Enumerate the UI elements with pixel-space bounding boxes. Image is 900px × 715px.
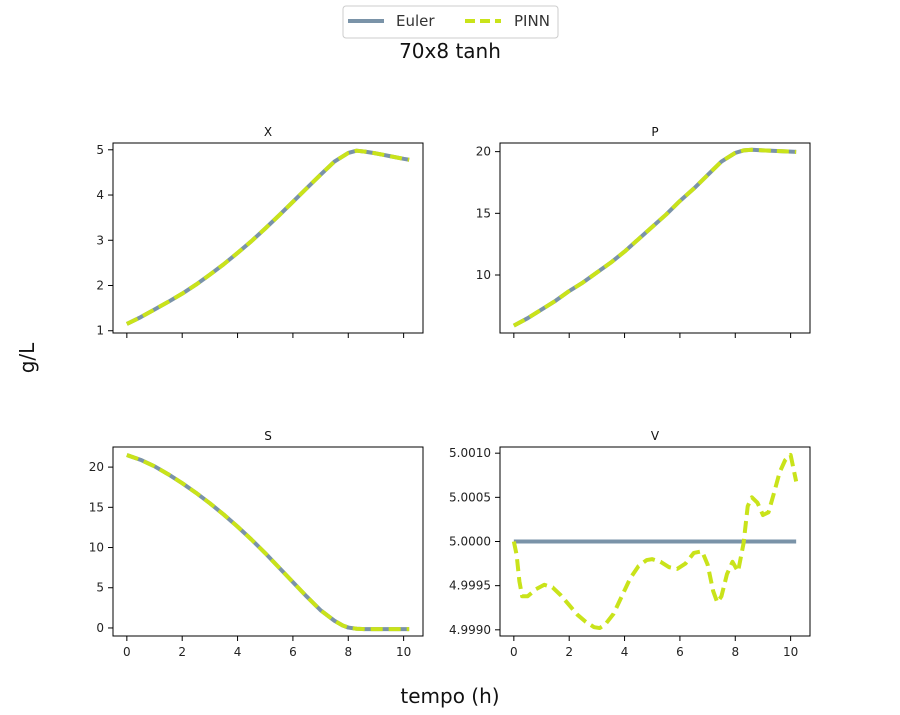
- y-tick-label-v: 5.0000: [449, 535, 491, 549]
- subplots: X 1 2 3 4 5 P 10 15 20 S 0 2 4 6 8 10 0 5 10 15 20 V 0 2 4 6 8 10 4.9…: [89, 125, 811, 659]
- y-tick-label-x: 4: [96, 188, 104, 202]
- plot-frame-x: [112, 142, 424, 334]
- y-tick-label-p: 20: [476, 145, 491, 159]
- plot-frame-p: [499, 142, 811, 334]
- x-tick-label-s: 10: [396, 645, 411, 659]
- y-tick-label-x: 5: [96, 143, 104, 157]
- y-tick-label-p: 10: [476, 268, 491, 282]
- y-tick-label-v: 5.0010: [449, 446, 491, 460]
- series-line-pinn-p: [512, 147, 797, 328]
- series-line-pinn-v: [511, 452, 799, 631]
- series-line-pinn-s: [126, 453, 410, 632]
- subplot-p: P 10 15 20: [476, 125, 811, 338]
- x-tick-label-s: 2: [178, 645, 186, 659]
- plot-frame-s: [112, 446, 424, 637]
- y-tick-label-p: 15: [476, 206, 491, 220]
- subplot-s: S 0 2 4 6 8 10 0 5 10 15 20: [89, 429, 424, 659]
- x-tick-label-v: 6: [676, 645, 684, 659]
- subplot-title-x: X: [264, 125, 272, 139]
- y-tick-label-v: 5.0005: [449, 490, 491, 504]
- y-tick-label-x: 1: [96, 324, 104, 338]
- series-line-euler-x: [125, 148, 410, 326]
- x-tick-label-v: 4: [621, 645, 629, 659]
- subplot-title-p: P: [651, 125, 658, 139]
- y-tick-label-v: 4.9990: [449, 623, 491, 637]
- x-tick-label-s: 8: [344, 645, 352, 659]
- series-line-euler-p: [512, 147, 797, 328]
- x-tick-label-v: 0: [510, 645, 518, 659]
- y-tick-label-s: 5: [96, 581, 104, 595]
- series-line-euler-s: [126, 453, 410, 632]
- x-tick-label-s: 6: [289, 645, 297, 659]
- figure-ylabel: g/L: [15, 342, 39, 373]
- legend: Euler PINN: [342, 5, 559, 39]
- legend-frame: [342, 5, 559, 39]
- y-tick-label-x: 2: [96, 279, 104, 293]
- y-tick-label-x: 3: [96, 233, 104, 247]
- figure-xlabel: tempo (h): [400, 684, 499, 708]
- y-tick-label-s: 20: [89, 460, 104, 474]
- x-tick-label-v: 10: [783, 645, 798, 659]
- subplot-title-v: V: [651, 429, 660, 443]
- subplot-title-s: S: [264, 429, 272, 443]
- subplot-v: V 0 2 4 6 8 10 4.9990 4.9995 5.0000 5.0005 5.0010: [449, 429, 811, 659]
- x-tick-label-v: 2: [565, 645, 573, 659]
- x-tick-label-s: 4: [234, 645, 242, 659]
- y-tick-label-s: 10: [89, 541, 104, 555]
- legend-pinn-label: PINN: [514, 12, 550, 30]
- x-tick-label-v: 8: [731, 645, 739, 659]
- y-tick-label-s: 15: [89, 500, 104, 514]
- legend-euler-label: Euler: [396, 12, 435, 30]
- figure-title: 70x8 tanh: [399, 39, 501, 63]
- y-tick-label-v: 4.9995: [449, 579, 491, 593]
- y-tick-label-s: 0: [96, 621, 104, 635]
- x-tick-label-s: 0: [123, 645, 131, 659]
- subplot-x: X 1 2 3 4 5: [96, 125, 424, 338]
- series-line-pinn-x: [125, 148, 410, 326]
